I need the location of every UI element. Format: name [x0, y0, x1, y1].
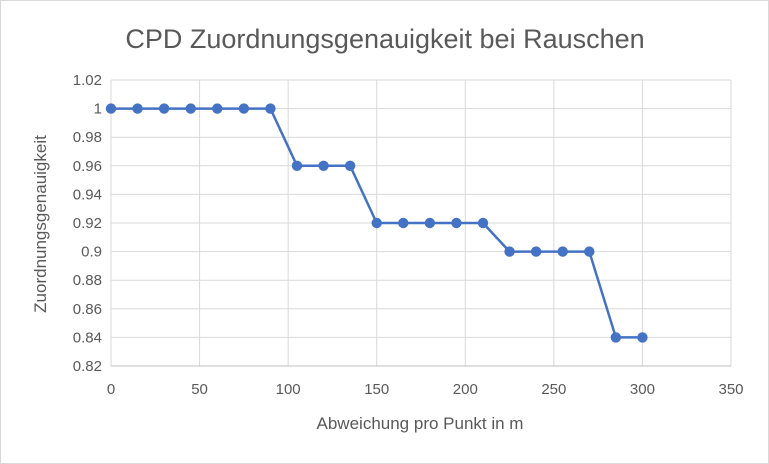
- y-tick-label: 1: [94, 101, 102, 118]
- data-point: [530, 246, 542, 257]
- y-tick-label: 0.86: [73, 301, 102, 318]
- data-point: [185, 103, 196, 114]
- y-tick-label: 0.94: [73, 186, 102, 203]
- x-tick-label: 300: [630, 381, 655, 398]
- data-point: [158, 103, 170, 114]
- data-point: [105, 103, 117, 114]
- x-tick-label: 200: [453, 381, 478, 398]
- y-tick-label: 0.98: [73, 129, 102, 146]
- y-tick-label: 0.9: [81, 244, 102, 261]
- data-point: [265, 103, 276, 114]
- data-series: [105, 103, 648, 343]
- data-point: [610, 332, 622, 343]
- data-point: [291, 160, 303, 171]
- data-point: [398, 217, 409, 229]
- x-tick-label: 100: [276, 381, 301, 398]
- y-tick-label: 0.96: [73, 158, 102, 175]
- data-point: [371, 217, 382, 229]
- data-point: [637, 332, 648, 343]
- data-point: [477, 217, 489, 229]
- y-tick-label: 1.02: [73, 72, 102, 89]
- tick-labels: 0.82 0.84 0.86 0.88 0.9 0.92 0.94 0.96 0.98 1 1.02…: [73, 72, 744, 398]
- data-point: [238, 103, 250, 114]
- chart-title: CPD Zuordnungsgenauigkeit bei Rauschen: [125, 24, 644, 54]
- x-axis-label: Abweichung pro Punkt in m: [317, 414, 524, 433]
- y-tick-label: 0.92: [73, 215, 102, 232]
- x-tick-label: 250: [541, 381, 566, 398]
- data-point: [318, 160, 329, 171]
- data-point: [557, 246, 568, 257]
- data-point: [132, 103, 143, 114]
- data-point: [504, 246, 515, 257]
- x-tick-label: 50: [191, 381, 208, 398]
- y-tick-label: 0.84: [73, 329, 102, 346]
- y-tick-label: 0.82: [73, 358, 102, 375]
- y-axis-label: Zuordnungsgenauigkeit: [31, 135, 50, 313]
- data-point: [424, 217, 436, 229]
- x-tick-label: 150: [364, 381, 389, 398]
- data-point: [451, 217, 462, 229]
- y-tick-label: 0.88: [73, 272, 102, 289]
- data-point: [344, 160, 356, 171]
- data-point: [212, 103, 223, 114]
- x-tick-label: 0: [107, 381, 115, 398]
- x-tick-label: 350: [718, 381, 743, 398]
- data-point: [584, 246, 595, 257]
